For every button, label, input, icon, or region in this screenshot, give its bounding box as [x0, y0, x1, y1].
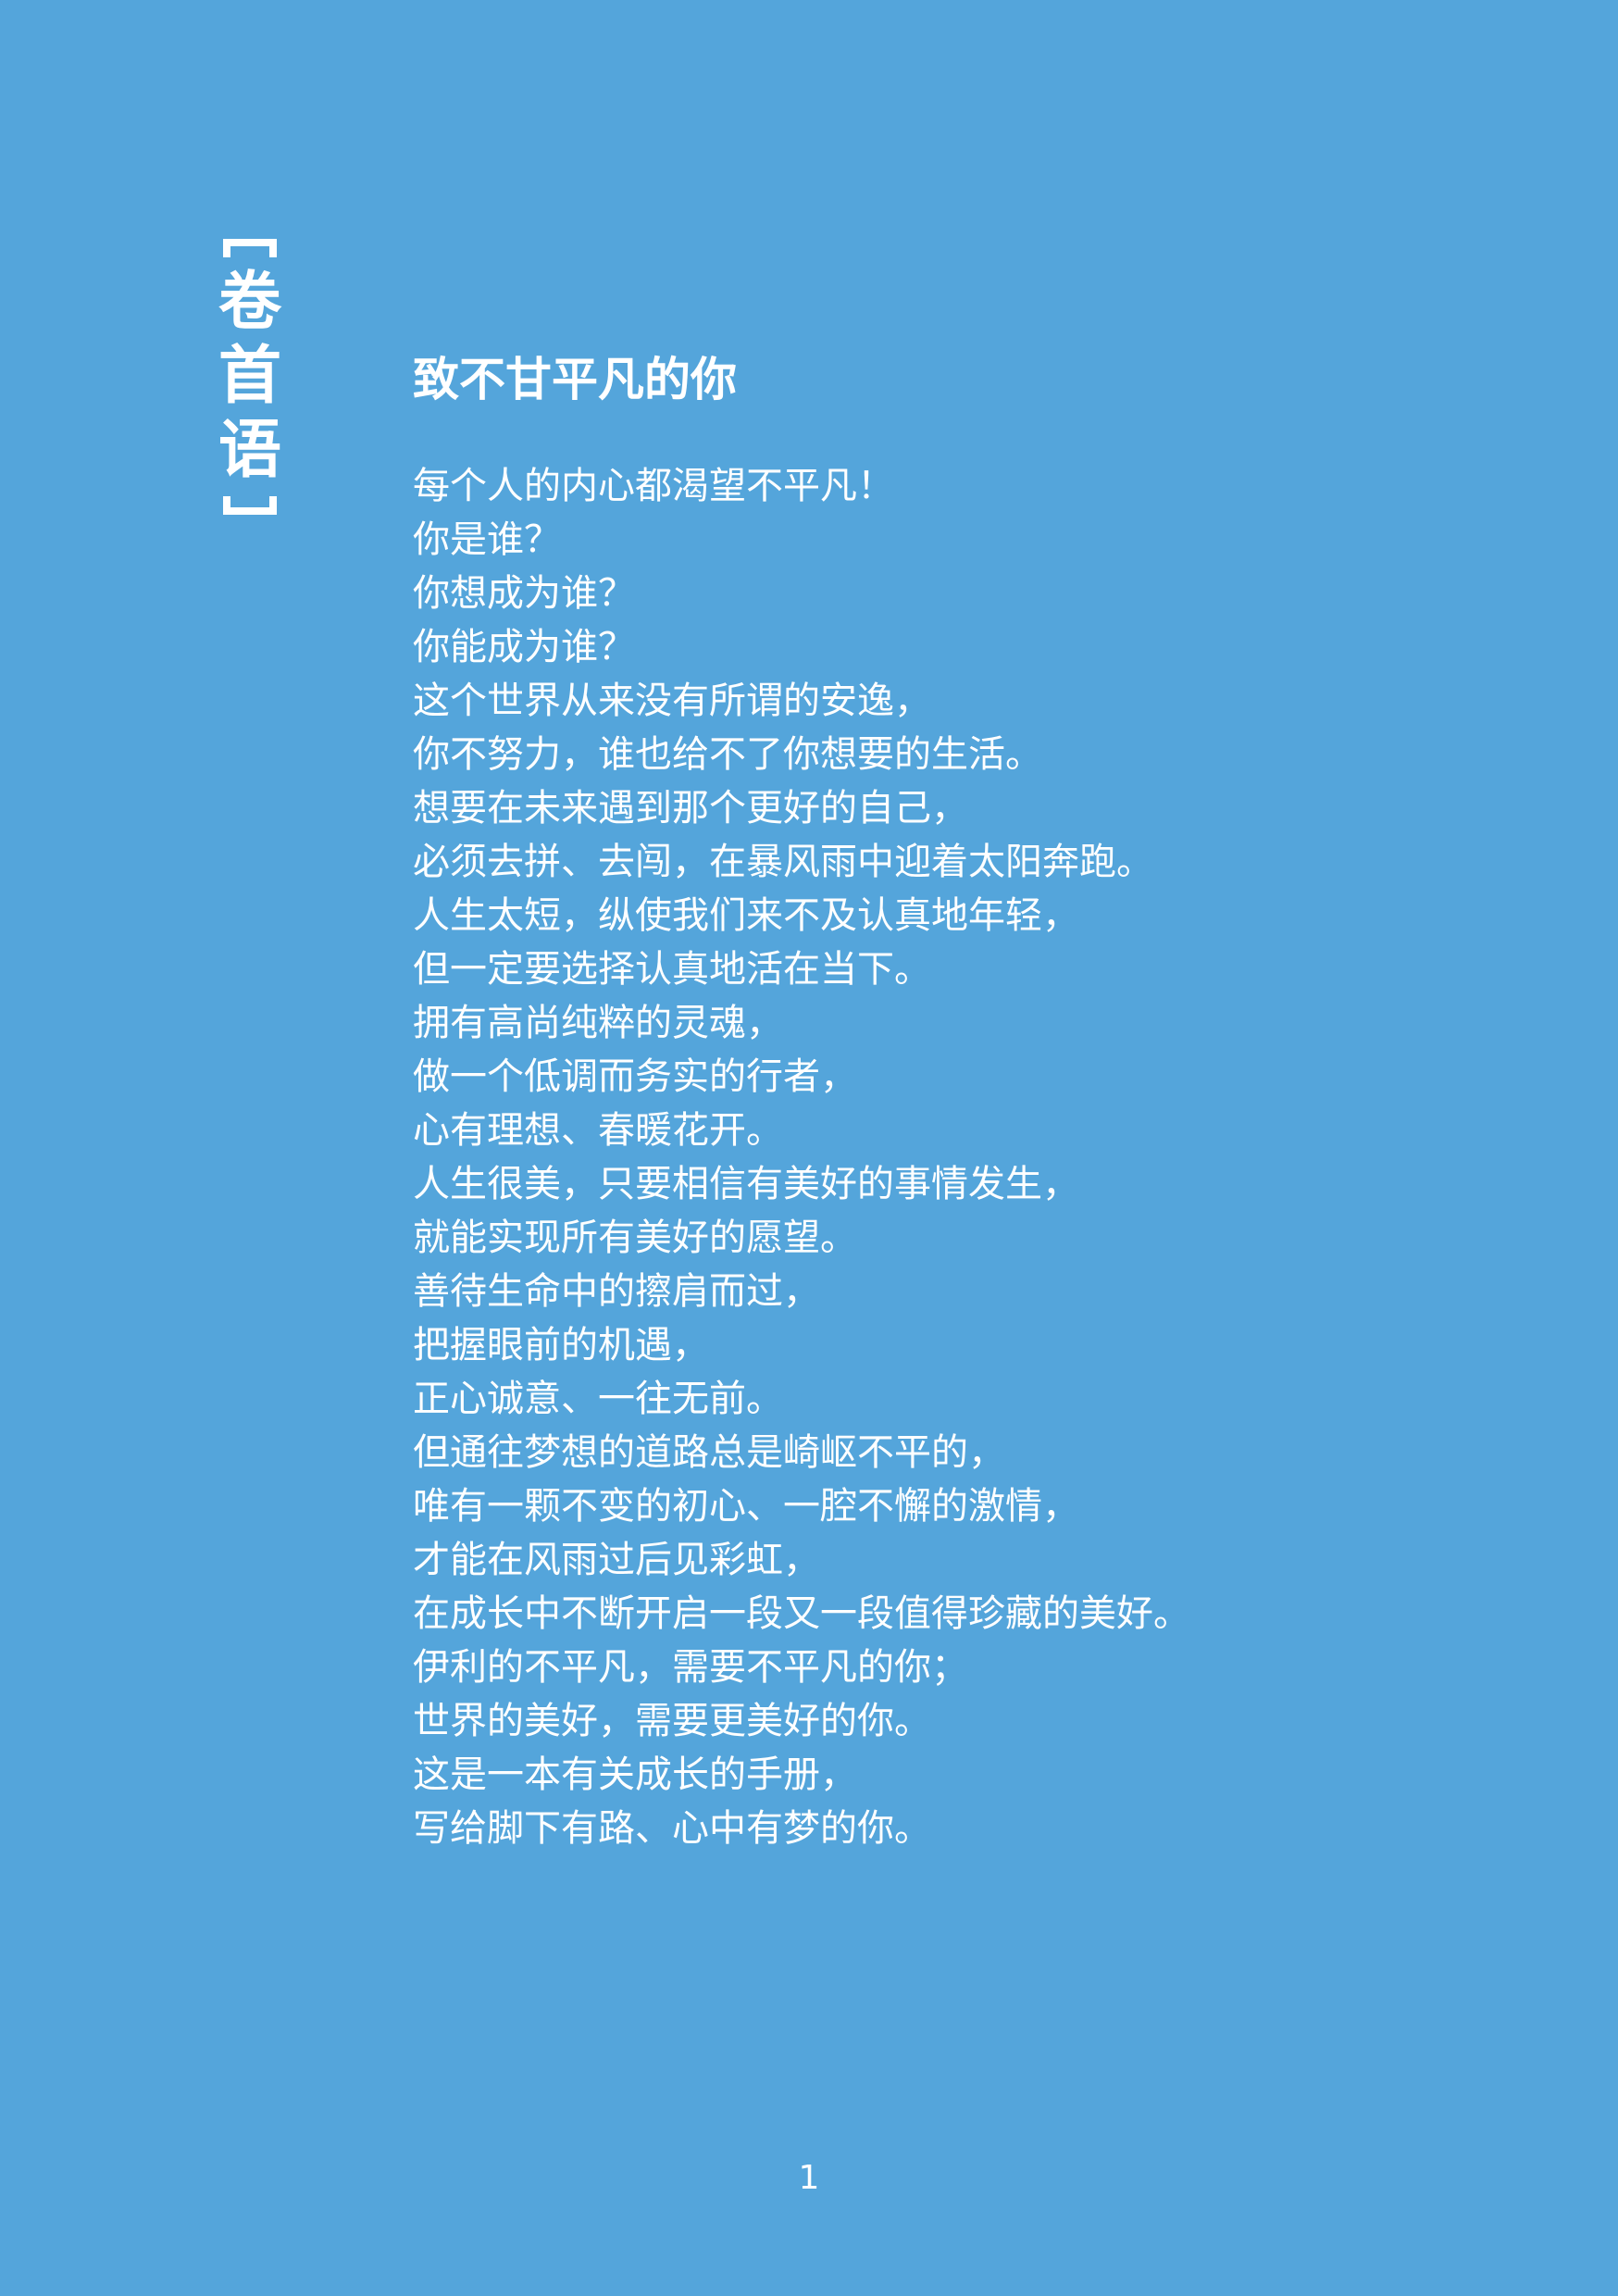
poem-line: 善待生命中的擦肩而过，	[413, 1270, 820, 1313]
poem-body: 每个人的内心都渴望不平凡！ 你是谁？ 你想成为谁？ 你能成为谁？ 这个世界从来没…	[413, 459, 1190, 1855]
poem-line: 人生太短，纵使我们来不及认真地年轻，	[413, 894, 1079, 937]
poem-line: 拥有高尚纯粹的灵魂，	[413, 1002, 783, 1044]
poem-line: 但通往梦想的道路总是崎岖不平的，	[413, 1431, 1005, 1474]
poem-line: 心有理想、春暖花开。	[413, 1109, 783, 1152]
poem-line: 你是谁？	[413, 518, 561, 561]
poem-line: 人生很美，只要相信有美好的事情发生，	[413, 1163, 1079, 1205]
poem-line: 必须去拼、去闯，在暴风雨中迎着太阳奔跑。	[413, 841, 1153, 883]
section-heading: 卷首语	[217, 239, 283, 515]
poem-line: 就能实现所有美好的愿望。	[413, 1217, 857, 1259]
poem-line: 这是一本有关成长的手册，	[413, 1753, 857, 1796]
page-number: 1	[798, 2159, 820, 2197]
poem-line: 你想成为谁？	[413, 572, 635, 615]
poem-line: 但一定要选择认真地活在当下。	[413, 948, 931, 991]
bracket-open-mark	[223, 239, 277, 257]
poem-line: 在成长中不断开启一段又一段值得珍藏的美好。	[413, 1592, 1190, 1635]
poem-line: 你能成为谁？	[413, 626, 635, 668]
article-title: 致不甘平凡的你	[413, 352, 737, 406]
poem-line: 伊利的不平凡，需要不平凡的你；	[413, 1646, 968, 1689]
poem-line: 想要在未来遇到那个更好的自己，	[413, 787, 968, 830]
poem-line: 正心诚意、一往无前。	[413, 1378, 783, 1420]
poem-line: 做一个低调而务实的行者，	[413, 1055, 857, 1098]
section-heading-text: 卷首语	[218, 265, 281, 487]
poem-line: 写给脚下有路、心中有梦的你。	[413, 1807, 931, 1850]
poem-line: 每个人的内心都渴望不平凡！	[413, 465, 894, 507]
poem-line: 你不努力，谁也给不了你想要的生活。	[413, 733, 1042, 776]
bracket-close-mark	[223, 496, 277, 515]
poem-line: 把握眼前的机遇，	[413, 1324, 709, 1366]
poem-line: 才能在风雨过后见彩虹，	[413, 1539, 820, 1581]
poem-line: 唯有一颗不变的初心、一腔不懈的激情，	[413, 1485, 1079, 1528]
poem-line: 这个世界从来没有所谓的安逸，	[413, 680, 931, 722]
poem-line: 世界的美好，需要更美好的你。	[413, 1700, 931, 1742]
